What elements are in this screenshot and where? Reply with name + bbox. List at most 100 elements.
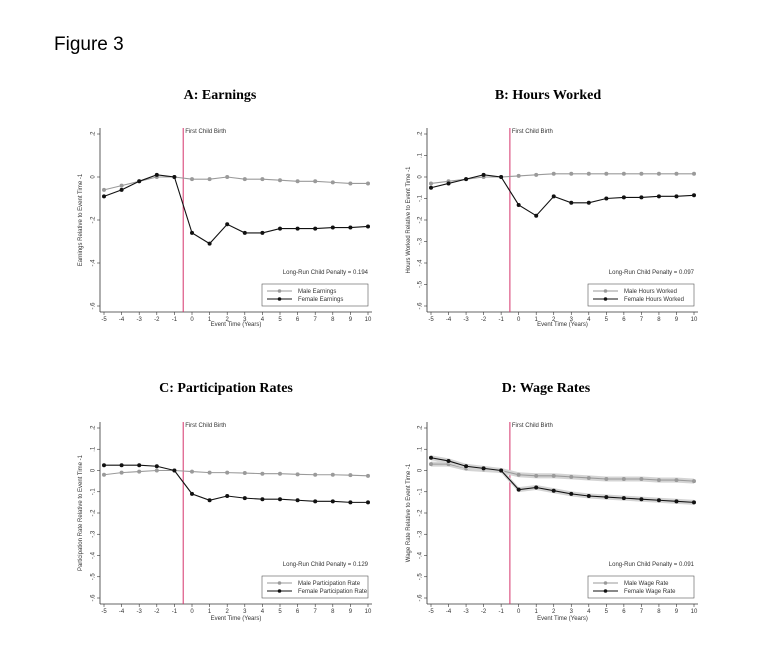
x-tick-label: 4 xyxy=(587,609,591,615)
data-point-female xyxy=(366,500,370,505)
data-point-female xyxy=(242,496,247,501)
confidence-band-female xyxy=(431,455,694,505)
event-label: First Child Birth xyxy=(512,129,553,135)
event-label: First Child Birth xyxy=(185,423,226,429)
y-tick-label: .2 xyxy=(418,425,424,431)
legend-entry: Female Participation Rate xyxy=(298,589,368,595)
data-point-female xyxy=(604,495,609,500)
penalty-label: Long-Run Child Penalty = 0.097 xyxy=(609,270,695,276)
chart-title: D: Wage Rates xyxy=(502,381,591,396)
y-axis-label: Earnings Relative to Event Time -1 xyxy=(78,173,84,266)
data-point-female xyxy=(429,185,433,190)
x-tick-label: 0 xyxy=(190,609,194,615)
y-tick-label: -.6 xyxy=(418,594,424,602)
x-tick-label: 7 xyxy=(640,609,644,615)
figure-label: Figure 3 xyxy=(54,34,124,55)
chart-panel-4: D: Wage Rates .2 .1 0 -.1 -.2 -.3 -.4 -.5 -.6 -5 -4… xyxy=(406,381,698,622)
legend-entry: Female Hours Worked xyxy=(624,297,684,303)
chart-title: C: Participation Rates xyxy=(159,381,293,396)
x-tick-label: -5 xyxy=(101,609,107,615)
x-tick-label: -1 xyxy=(498,609,504,615)
x-tick-label: 0 xyxy=(517,317,521,323)
data-point-female xyxy=(551,488,556,493)
data-point-female xyxy=(330,499,335,504)
data-point-male xyxy=(656,171,661,176)
data-point-male xyxy=(348,181,353,186)
data-point-female xyxy=(207,498,212,503)
series-line-male xyxy=(103,176,368,191)
legend-box xyxy=(261,283,369,307)
x-tick-label: 1 xyxy=(535,317,539,323)
x-tick-label: -2 xyxy=(481,317,487,323)
x-axis-label: Event Time (Years) xyxy=(211,616,262,622)
series-line-female xyxy=(103,174,369,245)
y-tick-label: -.4 xyxy=(91,259,97,267)
series-line-female xyxy=(104,464,368,503)
chart-panel-2: B: Hours Worked .2 .1 0 -.1 -.2 -.3 -.4 -.5 -.6 -5… xyxy=(406,88,698,328)
x-tick-label: -3 xyxy=(137,609,143,615)
data-point-female xyxy=(446,458,451,463)
y-tick-label: -.3 xyxy=(418,237,424,245)
data-point-male xyxy=(242,471,247,476)
data-point-male xyxy=(260,471,265,476)
x-tick-label: 2 xyxy=(552,317,556,323)
data-point-male xyxy=(348,473,353,478)
data-point-female xyxy=(348,500,353,505)
x-tick-label: -1 xyxy=(172,317,178,323)
chart-title: B: Hours Worked xyxy=(495,88,602,103)
data-point-male xyxy=(207,470,212,475)
x-tick-label: 8 xyxy=(331,609,335,615)
y-tick-label: -.4 xyxy=(418,259,424,267)
x-tick-label: 5 xyxy=(605,609,609,615)
x-tick-label: 7 xyxy=(314,317,318,323)
data-point-female xyxy=(692,500,696,505)
data-point-male xyxy=(429,181,433,186)
data-point-female xyxy=(586,494,591,498)
data-point-female xyxy=(190,491,194,496)
chart-title: A: Earnings xyxy=(184,88,257,103)
x-tick-label: 9 xyxy=(675,317,679,323)
event-label: First Child Birth xyxy=(185,129,226,135)
y-axis-label: Wage Rate Relative to Event Time -1 xyxy=(406,463,412,562)
data-point-female xyxy=(516,202,521,207)
data-point-male xyxy=(119,183,124,188)
legend-entry: Male Earnings xyxy=(298,289,336,295)
data-point-male xyxy=(604,477,609,481)
data-point-female xyxy=(242,230,247,235)
data-point-male xyxy=(516,173,521,178)
legend-marker xyxy=(603,581,608,585)
data-point-male xyxy=(692,479,696,484)
data-point-female xyxy=(481,466,486,471)
data-point-female xyxy=(295,226,300,231)
x-tick-label: -4 xyxy=(446,317,452,323)
series-line-female xyxy=(430,174,695,217)
data-point-female xyxy=(366,224,370,229)
data-point-male xyxy=(534,172,539,177)
data-point-female xyxy=(429,455,433,460)
data-point-male xyxy=(639,477,644,481)
penalty-label: Long-Run Child Penalty = 0.129 xyxy=(283,562,369,568)
data-point-male xyxy=(295,472,300,477)
x-tick-label: 0 xyxy=(517,609,521,615)
data-point-female xyxy=(102,194,106,199)
y-tick-label: -.4 xyxy=(418,551,424,559)
data-point-male xyxy=(278,178,282,183)
chart-panel-3: C: Participation Rates .2 .1 0 -.1 -.2 -.3 -.4 -… xyxy=(78,381,372,622)
x-tick-label: 10 xyxy=(691,609,698,615)
data-point-male xyxy=(190,177,194,182)
x-tick-label: -1 xyxy=(172,609,178,615)
x-tick-label: -1 xyxy=(498,317,504,323)
x-tick-label: 5 xyxy=(278,609,282,615)
data-point-female xyxy=(499,175,504,179)
x-tick-label: 3 xyxy=(243,317,247,323)
x-tick-label: 3 xyxy=(570,609,574,615)
data-point-male xyxy=(586,475,591,480)
data-point-female xyxy=(446,181,451,186)
data-point-male xyxy=(225,175,230,179)
y-tick-label: .1 xyxy=(418,152,424,158)
legend-marker xyxy=(603,297,608,301)
y-tick-label: -.5 xyxy=(418,280,424,288)
data-point-female xyxy=(260,230,265,235)
x-tick-label: 10 xyxy=(365,609,372,615)
data-point-male xyxy=(207,177,212,182)
